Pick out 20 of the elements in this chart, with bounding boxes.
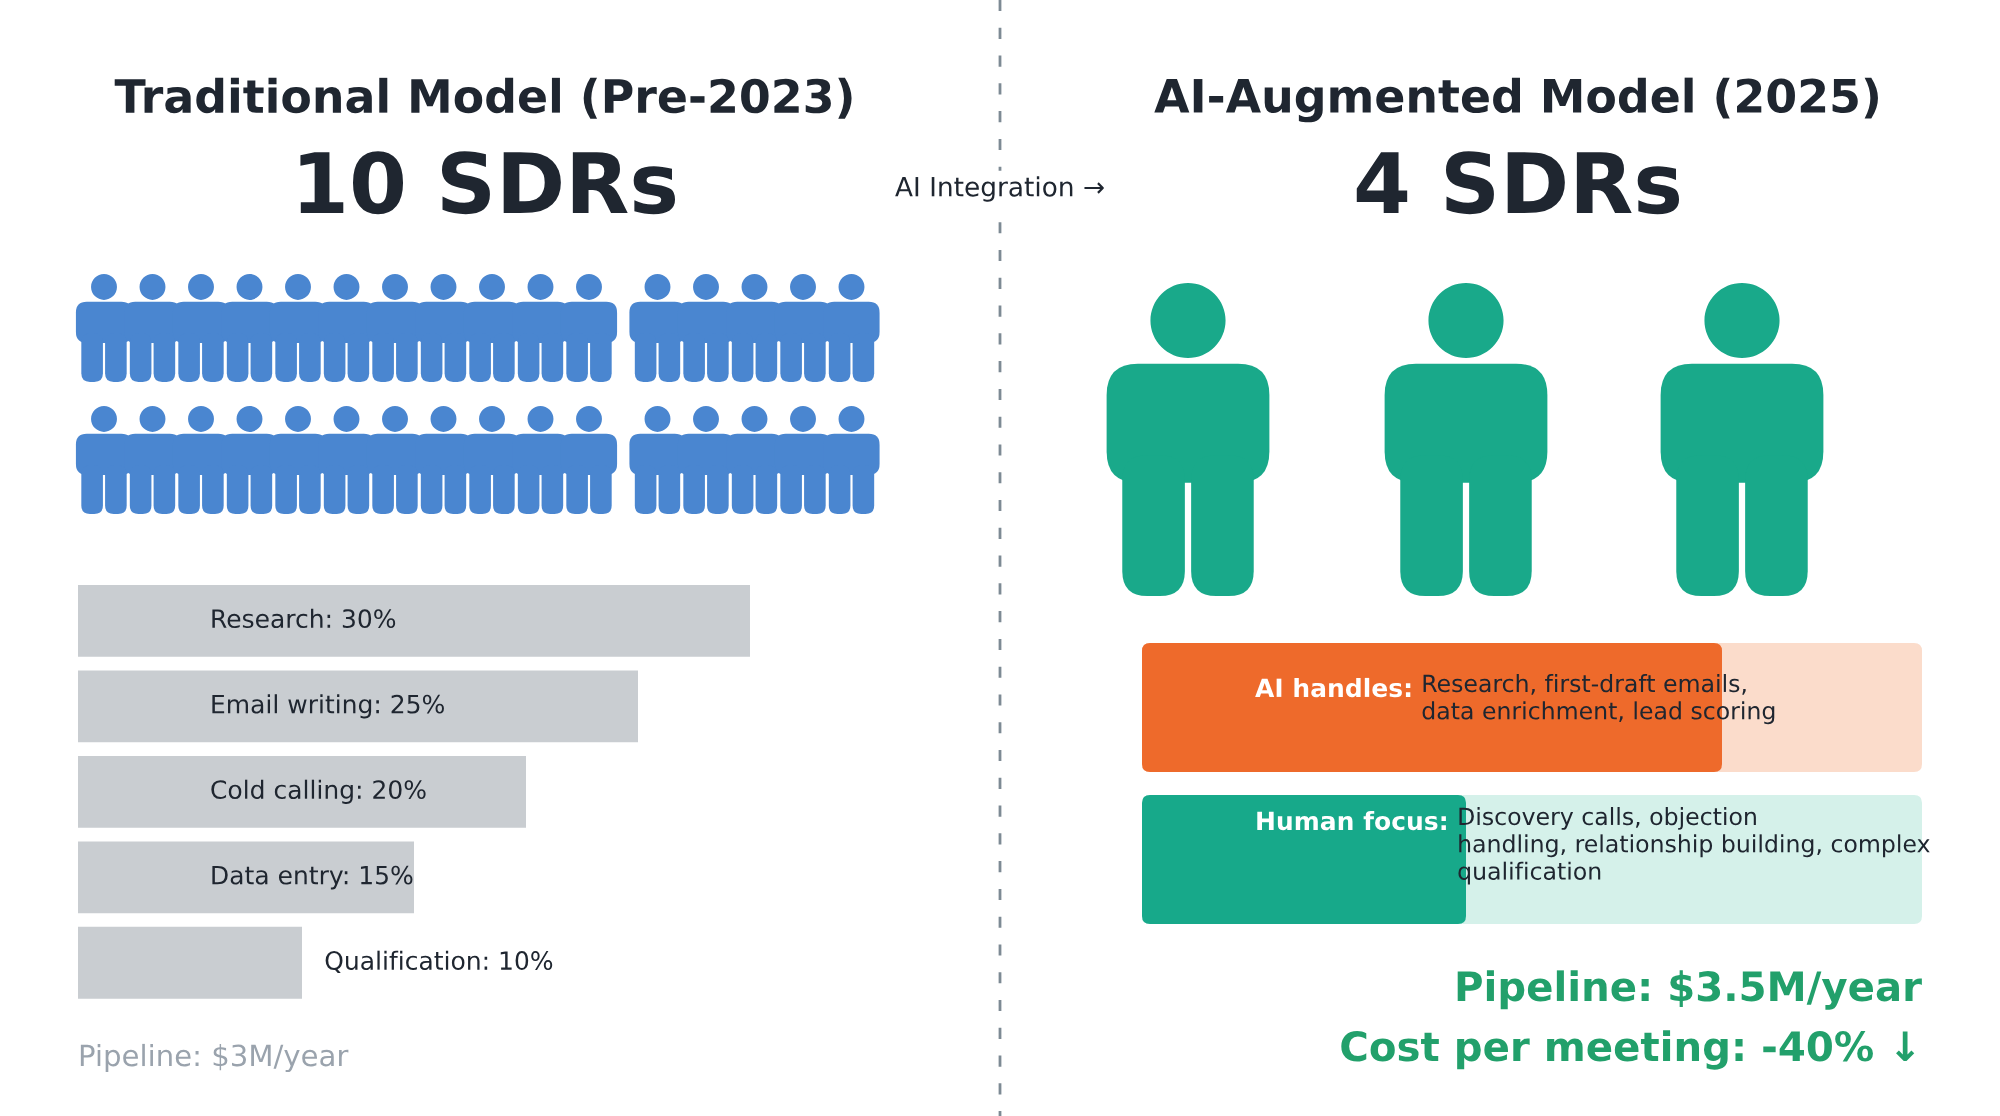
text: AI handles: [1255,677,1411,698]
text: Pipeline: $3.5M/year [1457,970,1922,1010]
bar [78,841,414,914]
text: Cost per meeting: -40% ↓ [1341,1030,1915,1070]
data-label: Research: 30% [212,608,396,629]
text: AI Integration → [895,176,1104,202]
data-label: Qualification: 10% [325,950,553,973]
text: Pipeline: $3M/year [80,1043,349,1073]
bar [78,755,526,828]
text: Human focus: [1257,810,1446,831]
data-label: Cold calling: 20% [211,779,426,804]
bar [78,670,638,743]
bar [78,926,302,999]
text: AI-Augmented Model (2025) [1154,77,1878,123]
data-label: Data entry: 15% [212,865,413,890]
text: 4 SDRs [1356,151,1680,215]
chart-subtitle: 10 SDRs [300,151,676,215]
data-label: Email writing: 25% [212,694,444,719]
bar [78,584,750,657]
chart-title: Traditional Model (Pre-2023) [114,77,852,119]
